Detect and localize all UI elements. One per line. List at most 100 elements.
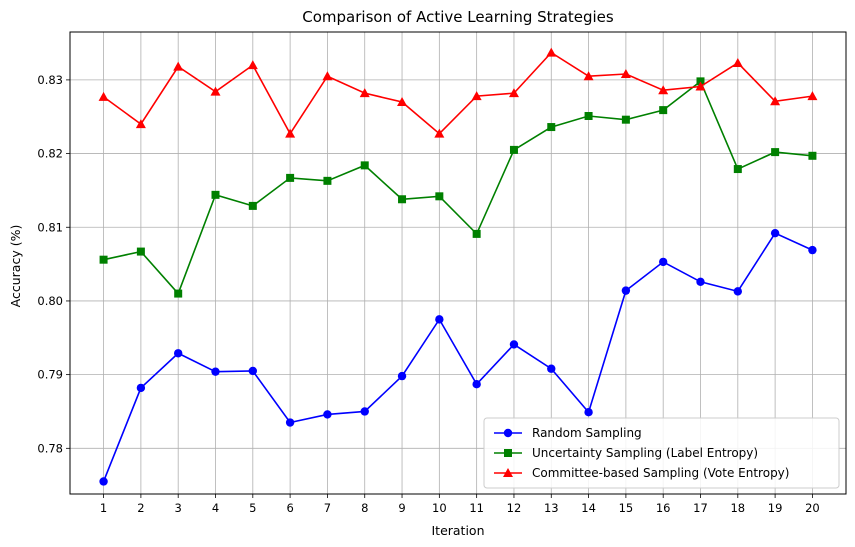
x-tick-label: 15 xyxy=(619,501,634,515)
x-tick-label: 5 xyxy=(249,501,256,515)
data-point xyxy=(696,77,705,86)
x-tick-label: 12 xyxy=(507,501,522,515)
data-point xyxy=(696,277,705,286)
data-point xyxy=(285,418,295,427)
grid-lines xyxy=(70,32,846,494)
data-point xyxy=(210,86,221,96)
data-point xyxy=(509,340,519,349)
data-point xyxy=(584,112,593,120)
data-point xyxy=(99,477,108,486)
data-point xyxy=(547,123,556,132)
data-point xyxy=(248,201,257,210)
x-tick-label: 10 xyxy=(432,501,447,515)
y-axis-label: Accuracy (%) xyxy=(8,225,23,308)
data-point xyxy=(659,106,668,115)
data-point xyxy=(136,383,146,393)
data-point xyxy=(509,145,518,154)
legend-label: Uncertainty Sampling (Label Entropy) xyxy=(532,446,758,460)
x-tick-label: 8 xyxy=(361,501,368,515)
data-point xyxy=(770,228,780,238)
data-point xyxy=(359,88,370,98)
x-tick-label: 17 xyxy=(693,501,708,515)
data-point xyxy=(733,287,743,296)
y-tick-label: 0.81 xyxy=(37,220,63,234)
x-tick-label: 3 xyxy=(175,501,182,515)
data-point xyxy=(770,96,781,106)
data-point xyxy=(807,91,818,101)
series-1 xyxy=(99,228,817,486)
x-axis: 1 2 3 4 5 6 7 8 9 10 11 12 13 14 15 16 17 18 19 20 xyxy=(100,494,820,515)
plot-frame xyxy=(69,31,847,495)
series-2 xyxy=(99,77,817,298)
y-tick-label: 0.78 xyxy=(37,441,63,455)
data-point xyxy=(285,128,296,138)
y-tick-label: 0.79 xyxy=(37,368,63,382)
legend-marker xyxy=(504,449,512,457)
x-tick-label: 6 xyxy=(286,501,293,515)
x-tick-label: 13 xyxy=(544,501,559,515)
data-point xyxy=(771,148,780,157)
x-tick-label: 16 xyxy=(656,501,671,515)
data-point xyxy=(695,81,706,91)
data-point xyxy=(808,245,817,255)
x-tick-label: 11 xyxy=(469,501,484,515)
legend-item: Random Sampling xyxy=(494,426,642,440)
data-point xyxy=(398,195,407,204)
data-point xyxy=(620,69,631,78)
legend-item: Committee-based Sampling (Vote Entropy) xyxy=(494,466,789,480)
x-tick-label: 7 xyxy=(324,501,331,515)
data-point xyxy=(434,128,445,138)
data-point xyxy=(621,115,630,124)
data-point xyxy=(435,192,444,201)
chart-title: Comparison of Active Learning Strategies xyxy=(302,8,614,26)
legend-label: Random Sampling xyxy=(532,426,642,440)
data-point xyxy=(808,151,817,160)
data-point xyxy=(732,57,743,67)
x-tick-label: 19 xyxy=(768,501,783,515)
data-point xyxy=(435,315,444,324)
data-point xyxy=(211,367,220,376)
data-point xyxy=(248,366,258,376)
data-point xyxy=(583,71,594,81)
legend-marker xyxy=(503,428,513,438)
data-point xyxy=(247,60,258,70)
data-point xyxy=(135,119,146,129)
data-point xyxy=(547,364,556,373)
data-point xyxy=(584,408,593,417)
data-point xyxy=(174,289,183,298)
y-tick-label: 0.80 xyxy=(37,294,63,308)
data-point xyxy=(621,286,631,295)
data-point xyxy=(322,71,333,81)
legend: Random Sampling Uncertainty Sampling (Lab… xyxy=(483,417,840,489)
data-point xyxy=(397,371,407,381)
series-line xyxy=(103,80,813,296)
data-point xyxy=(733,165,742,174)
data-point xyxy=(98,91,109,101)
legend-marker xyxy=(503,468,513,477)
series-line xyxy=(102,232,813,482)
series-group xyxy=(98,47,818,486)
data-point xyxy=(472,380,481,389)
data-point xyxy=(397,97,408,106)
data-point xyxy=(472,229,481,238)
data-point xyxy=(211,190,220,199)
x-tick-label: 14 xyxy=(581,501,596,515)
y-tick-label: 0.83 xyxy=(37,73,63,87)
legend-label: Committee-based Sampling (Vote Entropy) xyxy=(532,466,789,480)
data-point xyxy=(360,407,369,416)
y-axis: 0.78 0.79 0.80 0.81 0.82 0.83 xyxy=(37,73,70,455)
data-point xyxy=(173,349,183,358)
series-line xyxy=(103,51,813,136)
data-point xyxy=(658,85,669,95)
data-point xyxy=(136,247,145,256)
legend-box xyxy=(483,417,840,489)
data-point xyxy=(99,255,108,264)
x-tick-label: 9 xyxy=(398,501,405,515)
data-point xyxy=(323,410,332,419)
x-tick-label: 20 xyxy=(805,501,820,515)
data-point xyxy=(323,176,332,185)
data-point xyxy=(508,88,519,98)
data-point xyxy=(546,47,557,57)
legend-item: Uncertainty Sampling (Label Entropy) xyxy=(494,446,758,460)
